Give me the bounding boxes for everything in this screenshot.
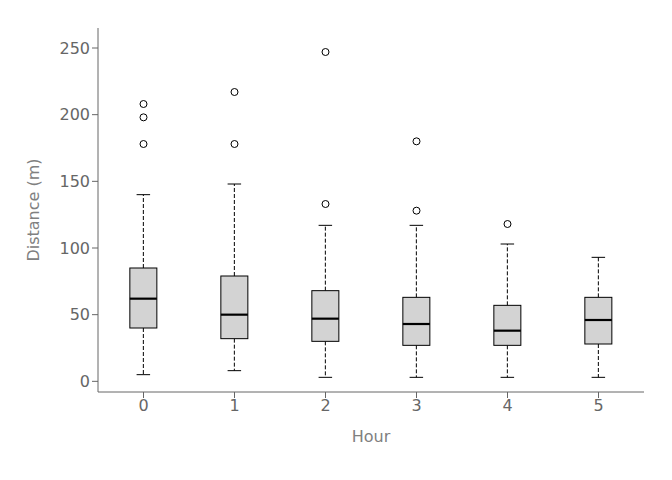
- svg-text:1: 1: [229, 396, 239, 415]
- svg-text:150: 150: [59, 172, 90, 191]
- svg-text:Distance (m): Distance (m): [24, 158, 43, 261]
- svg-text:50: 50: [70, 305, 90, 324]
- svg-text:0: 0: [138, 396, 148, 415]
- svg-text:5: 5: [593, 396, 603, 415]
- svg-text:250: 250: [59, 39, 90, 58]
- svg-text:3: 3: [411, 396, 421, 415]
- svg-text:Hour: Hour: [352, 427, 391, 446]
- svg-text:200: 200: [59, 105, 90, 124]
- svg-text:100: 100: [59, 239, 90, 258]
- svg-text:2: 2: [320, 396, 330, 415]
- svg-text:4: 4: [502, 396, 512, 415]
- svg-text:0: 0: [80, 372, 90, 391]
